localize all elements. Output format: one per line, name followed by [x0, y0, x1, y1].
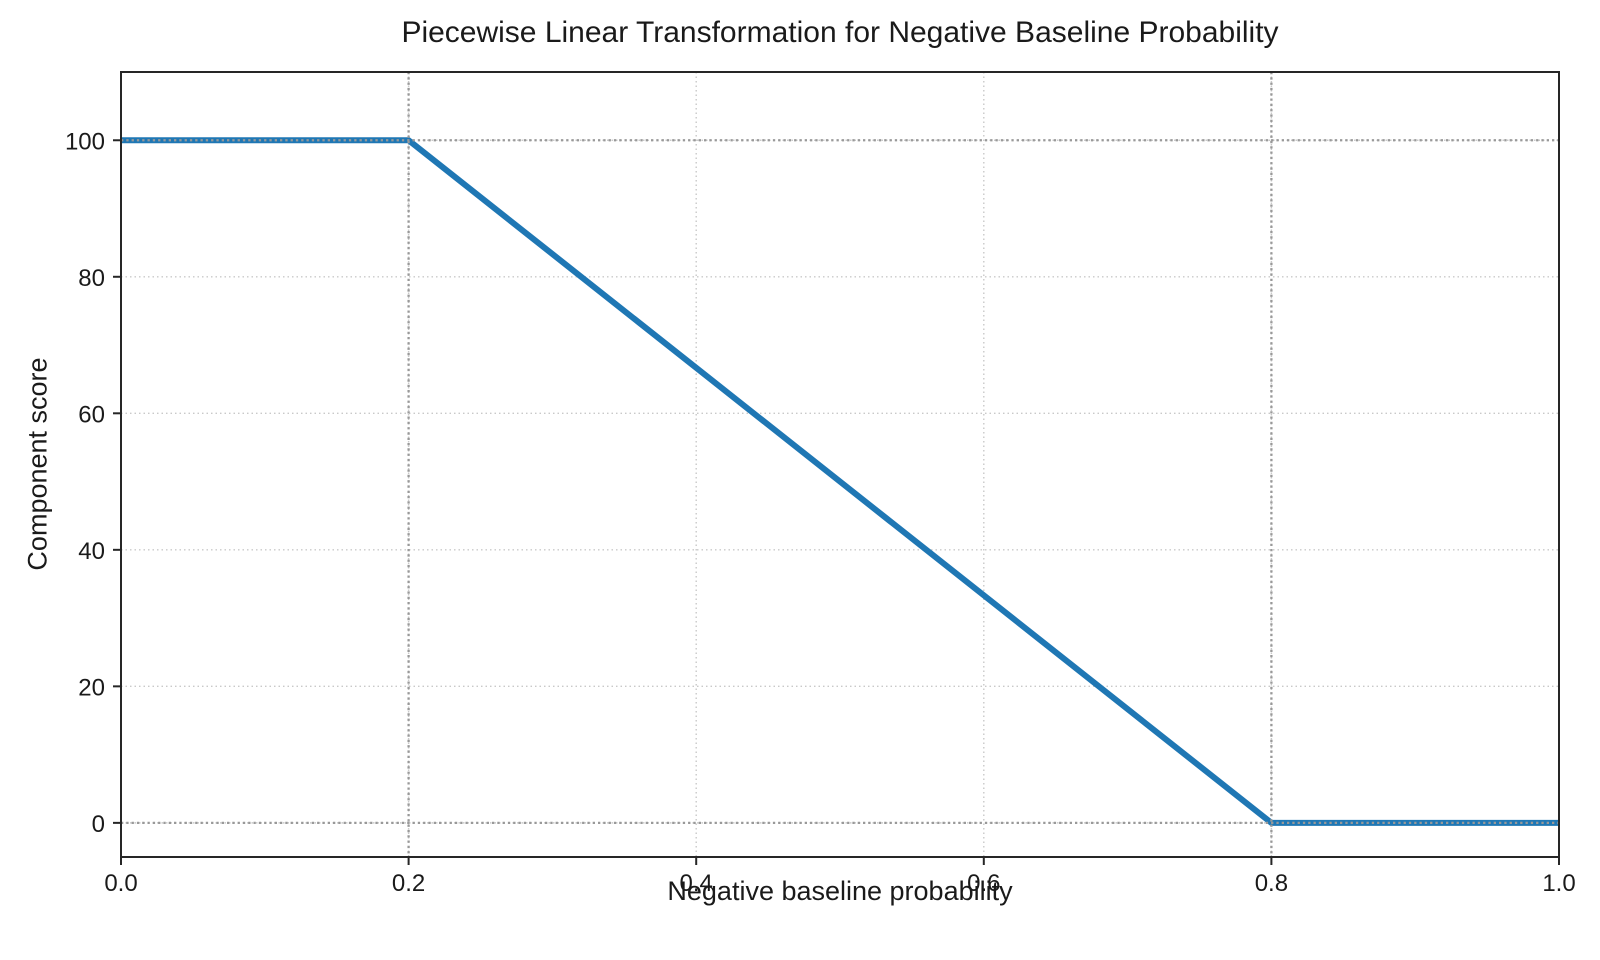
x-tick-label: 0.2 [392, 870, 425, 897]
series-line-component-score-transform [121, 137, 1559, 826]
x-axis-label: Negative baseline probability [667, 876, 1013, 906]
x-tick-label: 1.0 [1542, 870, 1575, 897]
y-tick-label: 20 [78, 674, 105, 701]
x-tick-label: 0.4 [680, 870, 713, 897]
y-tick-label: 80 [78, 265, 105, 292]
x-tick-label: 0.8 [1255, 870, 1288, 897]
x-tick-label: 0.6 [967, 870, 1000, 897]
axes-spines [120, 71, 1560, 858]
y-tick-label: 100 [65, 128, 105, 155]
x-tick-label: 0.0 [104, 870, 137, 897]
y-tick-label: 0 [92, 811, 105, 838]
y-tick-label: 60 [78, 401, 105, 428]
chart-title: Piecewise Linear Transformation for Nega… [401, 16, 1279, 49]
y-tick-label: 40 [78, 538, 105, 565]
